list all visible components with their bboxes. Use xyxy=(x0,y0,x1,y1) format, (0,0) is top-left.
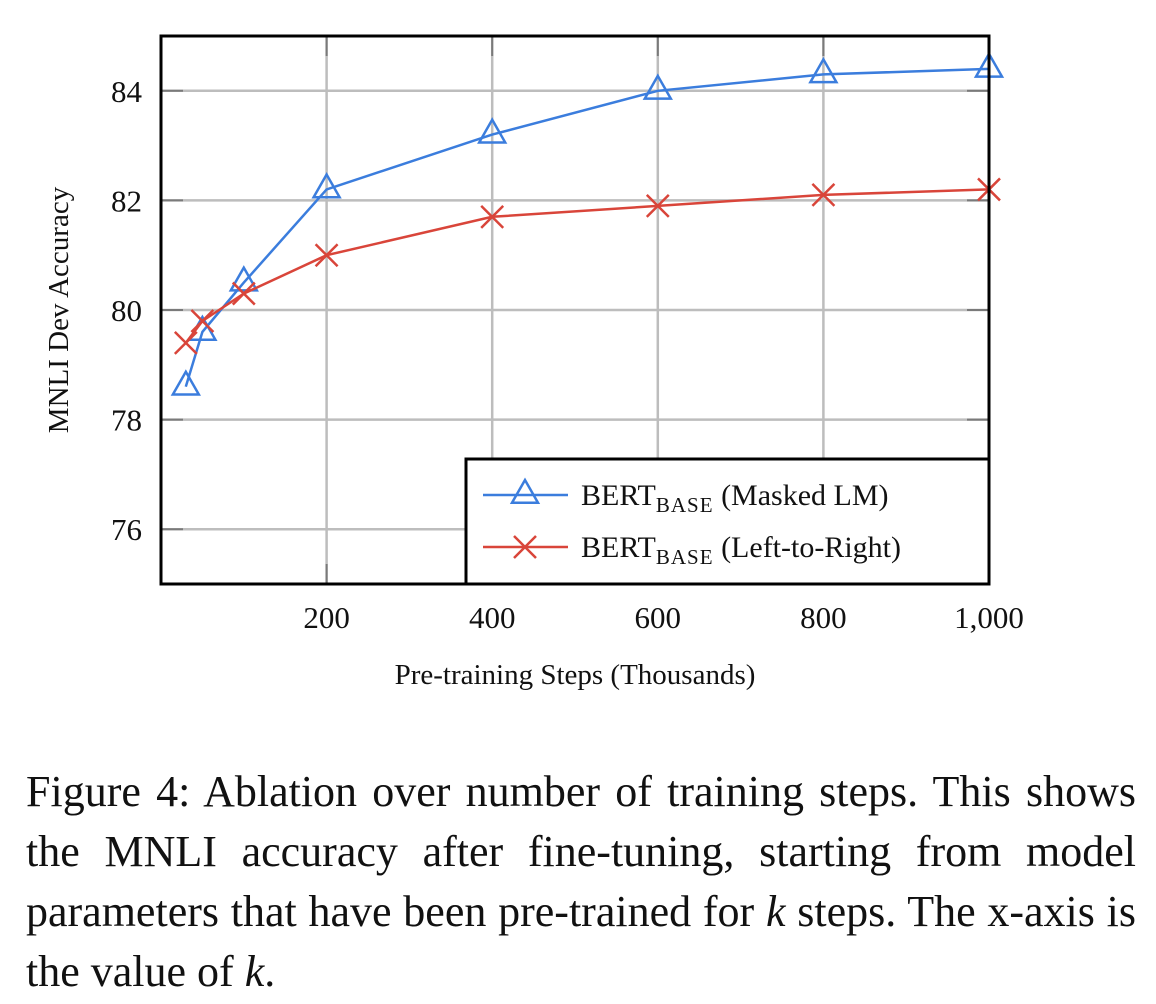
series-line xyxy=(184,188,990,344)
legend-box xyxy=(464,457,991,586)
x-tick-label: 600 xyxy=(635,600,682,635)
legend-label-subscript: BASE xyxy=(656,545,714,569)
caption-text-2: steps. The x-axis is the value of xyxy=(26,887,1136,996)
legend-triangle-marker xyxy=(509,477,541,505)
series-masked-lm xyxy=(170,51,1005,396)
legend-label-suffix: (Left-to-Right) xyxy=(714,531,901,564)
triangle-marker xyxy=(642,73,673,100)
caption-k-2: k xyxy=(244,947,265,996)
caption-k-1: k xyxy=(765,887,786,936)
x-marker xyxy=(314,243,339,268)
x-tick-label: 1,000 xyxy=(954,600,1024,635)
series-line xyxy=(184,67,990,388)
caption-text-1: Figure 4: Ablation over number of traini… xyxy=(26,767,1136,936)
x-marker xyxy=(173,330,198,355)
series-left-to-right xyxy=(173,177,1001,355)
x-marker xyxy=(811,183,836,207)
x-tick-label: 200 xyxy=(303,600,350,635)
y-tick-label: 84 xyxy=(111,74,143,109)
series-group xyxy=(170,51,1005,396)
legend: BERTBASE (Masked LM)BERTBASE (Left-to-Ri… xyxy=(464,457,991,586)
legend-label-main: BERT xyxy=(581,531,656,564)
y-tick-label: 82 xyxy=(111,183,142,218)
figure-caption: Figure 4: Ablation over number of traini… xyxy=(26,762,1136,1002)
y-tick-label: 78 xyxy=(111,403,142,438)
caption-text-3: . xyxy=(264,947,276,996)
y-tick-label: 76 xyxy=(111,512,142,547)
legend-label: BERTBASE (Left-to-Right) xyxy=(581,531,901,569)
legend-label: BERTBASE (Masked LM) xyxy=(581,479,889,517)
x-marker xyxy=(190,309,215,333)
line-chart: 76 78 80 82 84 200 400 600 800 1,000 Pre-trainin… xyxy=(43,34,1024,691)
legend-x-marker xyxy=(513,535,537,559)
x-marker xyxy=(231,281,256,306)
triangle-marker xyxy=(477,117,508,144)
x-tick-label: 400 xyxy=(469,600,516,635)
triangle-marker xyxy=(170,369,201,396)
triangle-marker xyxy=(228,265,259,292)
legend-label-main: BERT xyxy=(581,479,656,512)
triangle-marker xyxy=(311,171,342,199)
y-tick-labels: 76 78 80 82 84 xyxy=(111,74,143,547)
legend-label-suffix: (Masked LM) xyxy=(714,479,889,512)
x-tick-label: 800 xyxy=(800,600,847,635)
x-tick-labels: 200 400 600 800 1,000 xyxy=(303,600,1024,635)
x-marker xyxy=(645,193,670,218)
triangle-marker xyxy=(808,56,839,84)
legend-item: BERTBASE (Masked LM) xyxy=(483,477,889,517)
x-axis-label: Pre-training Steps (Thousands) xyxy=(395,659,756,691)
y-axis-label: MNLI Dev Accuracy xyxy=(43,186,75,433)
y-tick-label: 80 xyxy=(111,293,142,328)
legend-label-subscript: BASE xyxy=(656,493,714,517)
x-marker xyxy=(480,204,505,229)
legend-item: BERTBASE (Left-to-Right) xyxy=(483,531,901,569)
